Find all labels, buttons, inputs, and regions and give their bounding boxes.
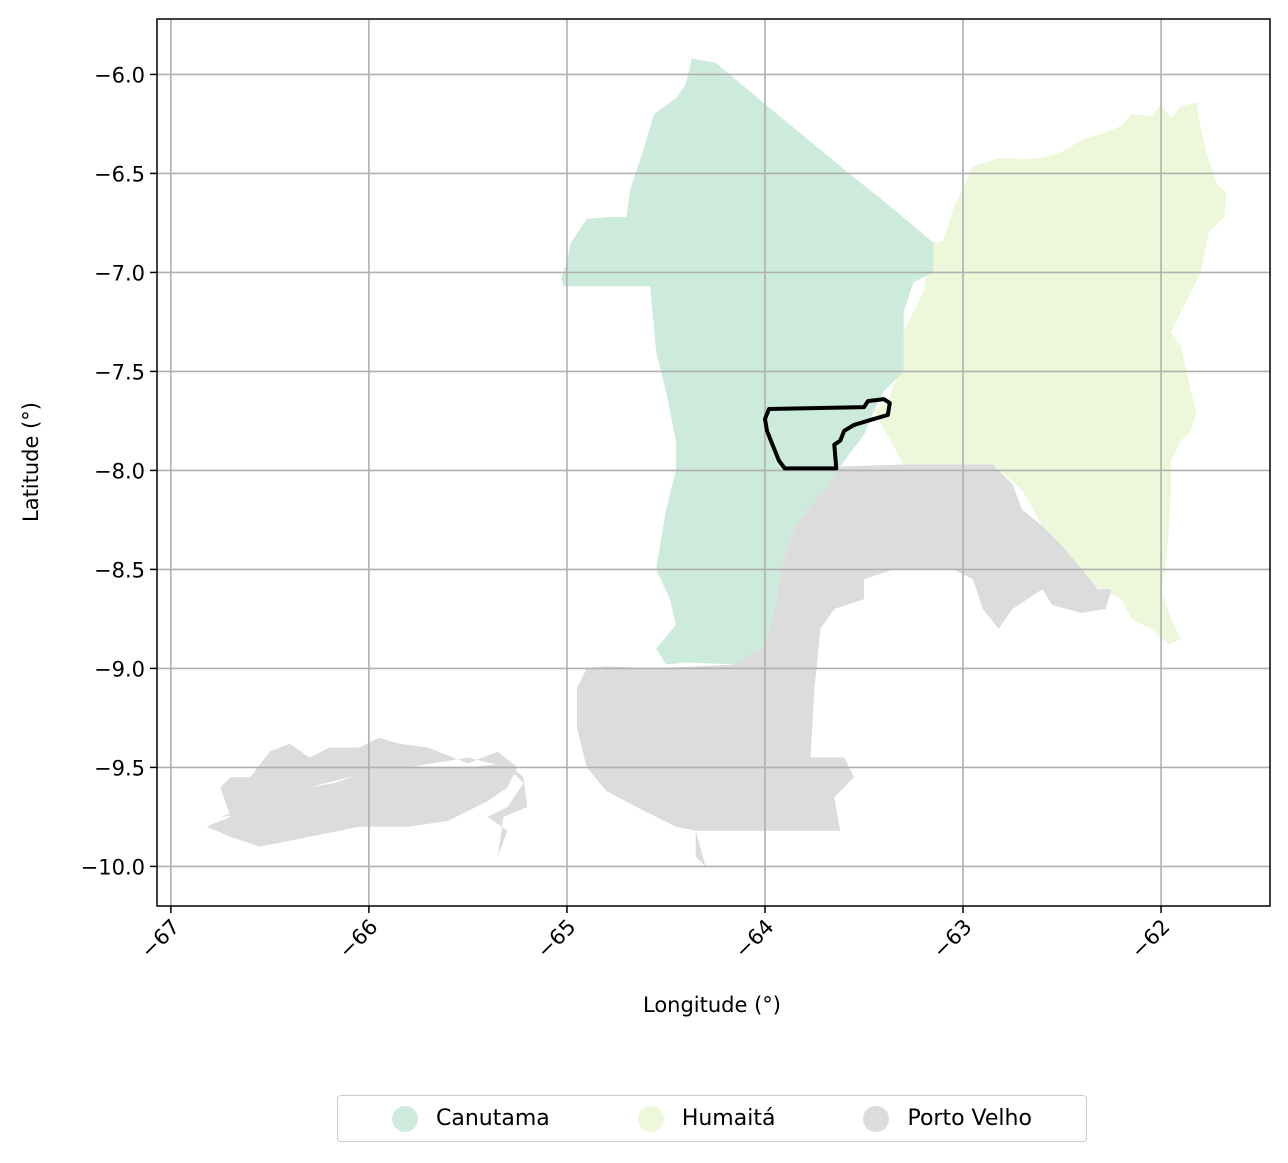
legend-label: Canutama <box>436 1106 550 1131</box>
x-tick-label: −67 <box>136 915 184 963</box>
y-tick-label: −8.5 <box>94 558 145 582</box>
highlighted-area-outline <box>763 397 892 471</box>
y-tick-label: −8.0 <box>94 459 145 483</box>
y-tick-label: −9.5 <box>94 756 145 780</box>
y-tick-label: −7.0 <box>94 261 145 285</box>
legend-swatch <box>392 1105 419 1132</box>
x-tick-label: −64 <box>730 915 778 963</box>
regions-layer <box>206 58 1227 867</box>
legend: Canutama Humaitá Porto Velho <box>337 1095 1087 1142</box>
x-tick-label: −66 <box>334 915 382 963</box>
x-axis-title: Longitude (°) <box>643 993 781 1017</box>
highlight-layer <box>763 397 892 471</box>
region-porto-velho <box>206 464 1112 867</box>
plot-frame <box>156 18 1271 907</box>
y-tick-label: −9.0 <box>94 657 145 681</box>
legend-label: Humaitá <box>681 1106 776 1131</box>
region-canutama <box>561 58 934 665</box>
legend-swatch <box>863 1105 890 1132</box>
grid-layer <box>157 19 1270 906</box>
y-tick-label: −6.5 <box>94 162 145 186</box>
y-tick-label: −6.0 <box>94 63 145 87</box>
region-humait- <box>873 102 1227 645</box>
x-tick-label: −65 <box>532 915 580 963</box>
x-tick-label: −62 <box>1126 915 1174 963</box>
y-axis-title: Latitude (°) <box>19 402 43 522</box>
legend-item: Porto Velho <box>863 1105 1032 1132</box>
legend-item: Canutama <box>392 1105 550 1132</box>
y-tick-label: −10.0 <box>81 855 145 879</box>
y-tick-label: −7.5 <box>94 360 145 384</box>
x-tick-label: −63 <box>928 915 976 963</box>
legend-item: Humaitá <box>637 1105 776 1132</box>
legend-swatch <box>637 1105 664 1132</box>
legend-label: Porto Velho <box>907 1106 1032 1131</box>
y-ticks: −6.0 −6.5 −7.0 −7.5 −8.0 −8.5 −9.0 −9.5 −10.0 <box>81 63 157 879</box>
x-ticks: −67 −66 −65 −64 −63 −62 <box>136 906 1175 963</box>
